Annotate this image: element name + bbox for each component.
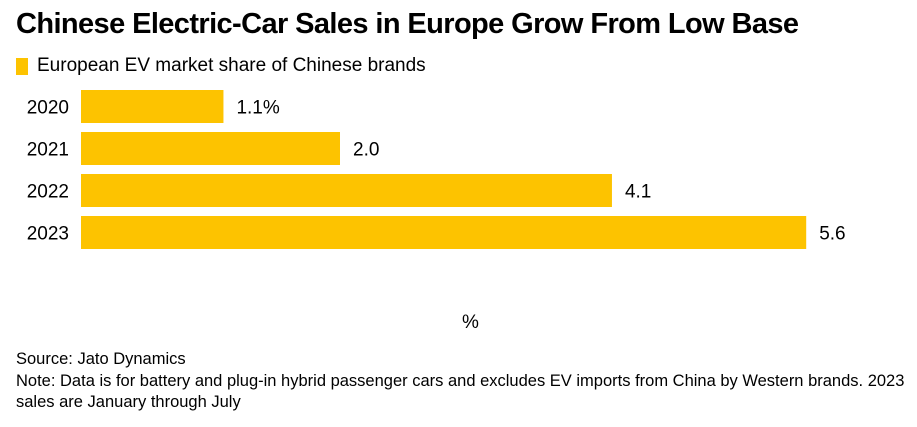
bar-chart: 2020 1.1% 2021 2.0 2022 4.1 2023 5.6 <box>27 90 846 249</box>
bar-2022 <box>81 174 612 207</box>
data-label-2020: 1.1% <box>236 98 279 119</box>
x-axis-unit-label: % <box>462 312 479 333</box>
bar-2023 <box>81 216 807 249</box>
chart-title: Chinese Electric-Car Sales in Europe Gro… <box>16 8 799 40</box>
legend: European EV market share of Chinese bran… <box>16 55 426 77</box>
bar-2020 <box>81 90 224 123</box>
source-note: Source: Jato Dynamics <box>16 350 186 368</box>
data-label-2021: 2.0 <box>353 140 379 161</box>
footnote: Note: Data is for battery and plug-in hy… <box>16 372 905 411</box>
y-tick-label-2021: 2021 <box>27 140 69 161</box>
y-tick-label-2023: 2023 <box>27 224 69 245</box>
y-tick-label-2020: 2020 <box>27 98 69 119</box>
legend-label: European EV market share of Chinese bran… <box>37 55 426 76</box>
data-label-2023: 5.6 <box>819 224 845 245</box>
bar-2021 <box>81 132 340 165</box>
y-tick-label-2022: 2022 <box>27 182 69 203</box>
legend-swatch <box>16 57 28 75</box>
data-label-2022: 4.1 <box>625 182 651 203</box>
